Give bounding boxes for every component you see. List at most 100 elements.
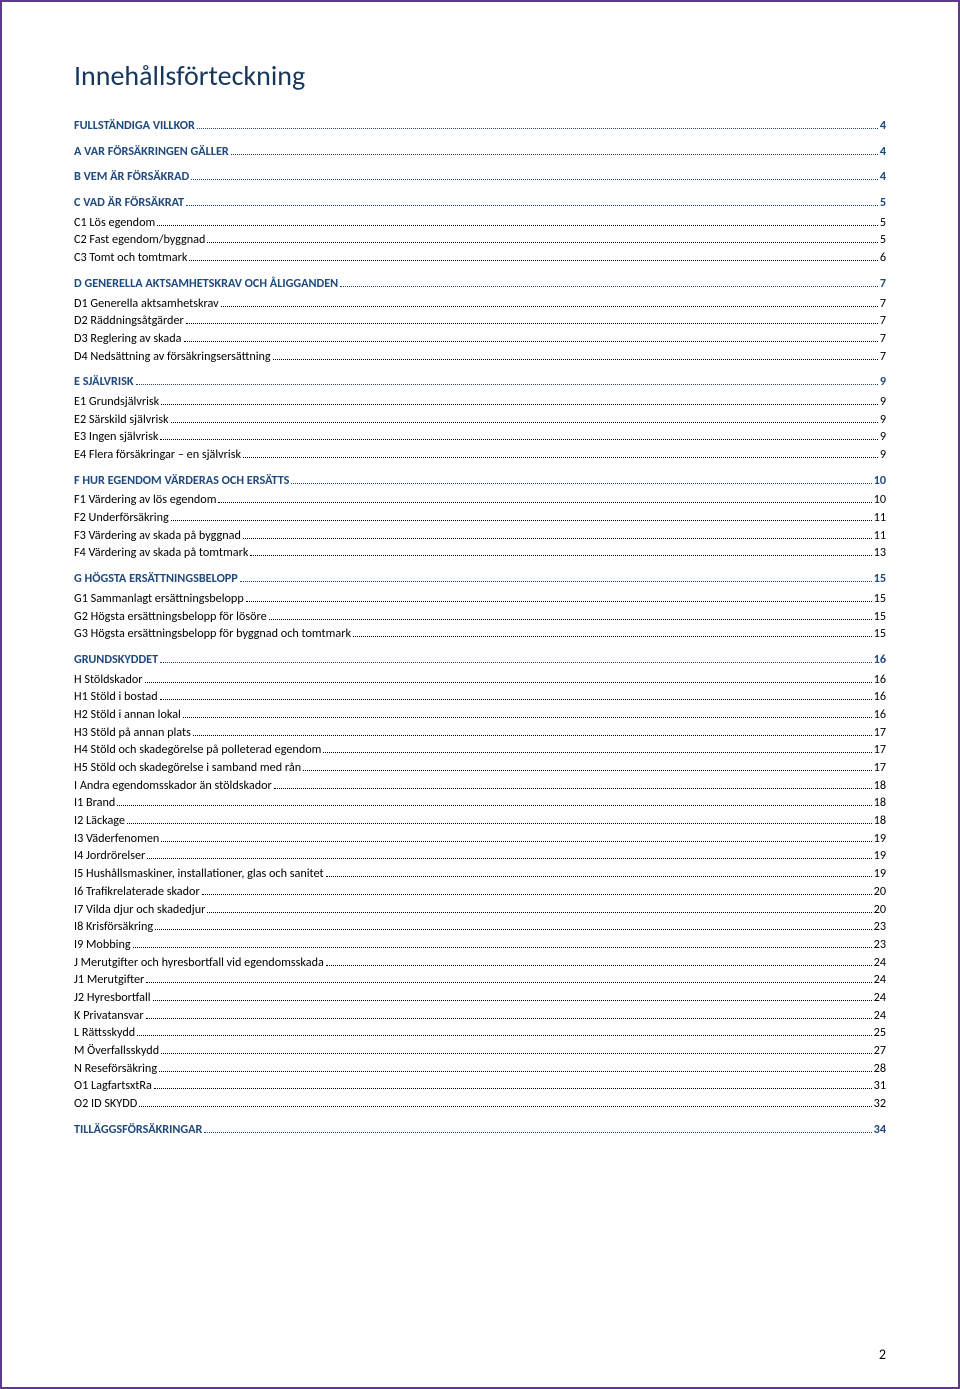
toc-leader-dots — [326, 876, 872, 877]
toc-leader-dots — [147, 858, 871, 859]
toc-leader-dots — [291, 483, 871, 484]
toc-entry-label: E4 Flera försäkringar – en självrisk — [74, 446, 241, 464]
toc-leader-dots — [139, 1106, 871, 1107]
toc-entry-page: 24 — [874, 989, 886, 1007]
toc-leader-dots — [189, 260, 877, 261]
toc-entry-page: 23 — [874, 936, 886, 954]
toc-entry-label: I1 Brand — [74, 794, 115, 812]
toc-leader-dots — [186, 205, 878, 206]
toc-entry-label: GRUNDSKYDDET — [74, 651, 158, 669]
toc-entry-label: D1 Generella aktsamhetskrav — [74, 295, 219, 313]
toc-leader-dots — [193, 735, 872, 736]
toc-entry: F3 Värdering av skada på byggnad11 — [74, 527, 886, 545]
toc-leader-dots — [204, 1132, 871, 1133]
toc-entry-page: 16 — [874, 688, 886, 706]
toc-leader-dots — [207, 912, 871, 913]
toc-entry-page: 9 — [880, 393, 886, 411]
toc-leader-dots — [202, 894, 872, 895]
toc-entry: D1 Generella aktsamhetskrav 7 — [74, 295, 886, 313]
toc-entry: I2 Läckage18 — [74, 812, 886, 830]
toc-entry-page: 32 — [874, 1095, 886, 1113]
toc-entry-page: 13 — [874, 544, 886, 562]
toc-entry: F2 Underförsäkring11 — [74, 509, 886, 527]
toc-entry-page: 18 — [874, 812, 886, 830]
toc-entry: J1 Merutgifter24 — [74, 971, 886, 989]
toc-entry-label: I4 Jordrörelser — [74, 847, 145, 865]
toc-heading: A VAR FÖRSÄKRINGEN GÄLLER 4 — [74, 143, 886, 161]
toc-entry-page: 18 — [874, 777, 886, 795]
toc-entry-label: C VAD ÄR FÖRSÄKRAT — [74, 194, 184, 212]
toc-entry: E1 Grundsjälvrisk 9 — [74, 393, 886, 411]
toc-entry-label: F3 Värdering av skada på byggnad — [74, 527, 241, 545]
toc-entry-page: 5 — [880, 194, 886, 212]
toc-leader-dots — [127, 823, 872, 824]
toc-leader-dots — [326, 965, 872, 966]
toc-leader-dots — [218, 502, 871, 503]
toc-leader-dots — [246, 601, 872, 602]
toc-leader-dots — [274, 788, 872, 789]
toc-entry-page: 7 — [880, 295, 886, 313]
toc-entry-label: C1 Lös egendom — [74, 214, 155, 232]
toc-entry: I8 Krisförsäkring23 — [74, 918, 886, 936]
toc-entry-label: B VEM ÄR FÖRSÄKRAD — [74, 168, 189, 186]
toc-leader-dots — [146, 1018, 872, 1019]
toc-leader-dots — [160, 662, 872, 663]
toc-entry-page: 10 — [874, 491, 886, 509]
toc-entry-page: 9 — [880, 411, 886, 429]
toc-entry-label: N Reseförsäkring — [74, 1060, 157, 1078]
toc-entry-label: K Privatansvar — [74, 1007, 144, 1025]
toc-entry-label: E SJÄLVRISK — [74, 373, 134, 391]
toc-heading: TILLÄGGSFÖRSÄKRINGAR34 — [74, 1121, 886, 1139]
toc-entry-page: 9 — [880, 446, 886, 464]
toc-leader-dots — [161, 404, 878, 405]
toc-entry-page: 20 — [874, 883, 886, 901]
toc-entry-label: H3 Stöld på annan plats — [74, 724, 191, 742]
toc-leader-dots — [137, 1035, 871, 1036]
toc-entry-page: 9 — [880, 428, 886, 446]
toc-entry-label: J2 Hyresbortfall — [74, 989, 151, 1007]
toc-entry: F1 Värdering av lös egendom10 — [74, 491, 886, 509]
toc-entry: H5 Stöld och skadegörelse i samband med … — [74, 759, 886, 777]
toc-leader-dots — [183, 717, 872, 718]
toc-entry: E3 Ingen självrisk9 — [74, 428, 886, 446]
toc-entry-label: D3 Reglering av skada — [74, 330, 182, 348]
toc-entry-page: 24 — [874, 1007, 886, 1025]
toc-entry-label: C3 Tomt och tomtmark — [74, 249, 187, 267]
toc-entry: G1 Sammanlagt ersättningsbelopp15 — [74, 590, 886, 608]
toc-heading: GRUNDSKYDDET16 — [74, 651, 886, 669]
toc-leader-dots — [145, 682, 872, 683]
toc-entry-page: 28 — [874, 1060, 886, 1078]
toc-entry: I1 Brand18 — [74, 794, 886, 812]
toc-entry-label: F4 Värdering av skada på tomtmark — [74, 544, 248, 562]
toc-entry-label: F2 Underförsäkring — [74, 509, 169, 527]
toc-entry: F4 Värdering av skada på tomtmark 13 — [74, 544, 886, 562]
toc-entry-label: I Andra egendomsskador än stöldskador — [74, 777, 272, 795]
toc-heading: D GENERELLA AKTSAMHETSKRAV OCH ÅLIGGANDE… — [74, 275, 886, 293]
toc-leader-dots — [133, 947, 872, 948]
toc-leader-dots — [155, 929, 872, 930]
toc-entry-label: A VAR FÖRSÄKRINGEN GÄLLER — [74, 143, 229, 161]
toc-entry-page: 27 — [874, 1042, 886, 1060]
toc-leader-dots — [154, 1088, 872, 1089]
toc-entry-page: 4 — [880, 143, 886, 161]
toc-entry: I3 Väderfenomen19 — [74, 830, 886, 848]
toc-entry: G3 Högsta ersättningsbelopp för byggnad … — [74, 625, 886, 643]
toc-entry-page: 24 — [874, 954, 886, 972]
toc-leader-dots — [269, 619, 872, 620]
toc-leader-dots — [323, 752, 871, 753]
toc-entry-label: E1 Grundsjälvrisk — [74, 393, 159, 411]
toc-heading: B VEM ÄR FÖRSÄKRAD4 — [74, 168, 886, 186]
toc-entry-page: 17 — [874, 724, 886, 742]
toc-entry-page: 15 — [874, 570, 886, 588]
toc-entry-page: 19 — [874, 830, 886, 848]
toc-entry: D2 Räddningsåtgärder7 — [74, 312, 886, 330]
table-of-contents: FULLSTÄNDIGA VILLKOR4A VAR FÖRSÄKRINGEN … — [74, 117, 886, 1138]
toc-entry: H1 Stöld i bostad16 — [74, 688, 886, 706]
toc-leader-dots — [136, 384, 878, 385]
toc-entry-label: C2 Fast egendom/byggnad — [74, 231, 205, 249]
toc-leader-dots — [157, 225, 878, 226]
toc-leader-dots — [160, 699, 872, 700]
toc-leader-dots — [153, 1000, 872, 1001]
toc-entry-label: I8 Krisförsäkring — [74, 918, 153, 936]
toc-heading: G HÖGSTA ERSÄTTNINGSBELOPP15 — [74, 570, 886, 588]
